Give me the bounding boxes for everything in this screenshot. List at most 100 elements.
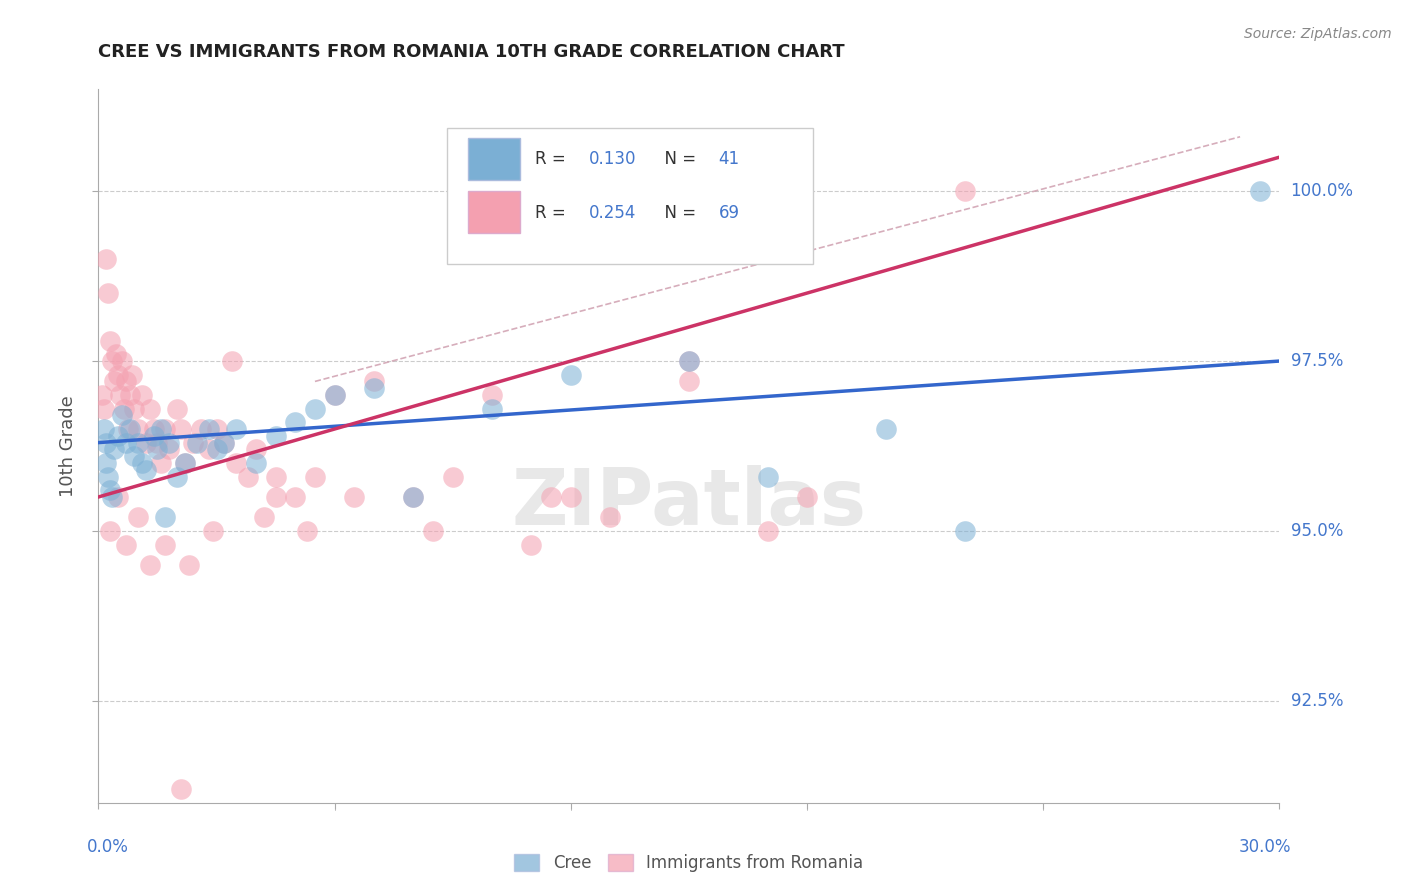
Point — [170, 782, 193, 797]
Point — [96, 456, 118, 470]
Text: N =: N = — [654, 203, 700, 221]
Point — [155, 510, 177, 524]
Point — [875, 422, 897, 436]
Point — [295, 524, 318, 538]
Point — [363, 381, 385, 395]
Text: N =: N = — [654, 150, 700, 168]
Point — [205, 442, 228, 457]
Point — [304, 401, 326, 416]
Point — [170, 422, 193, 436]
Point — [363, 375, 385, 389]
Point — [225, 456, 247, 470]
Point — [343, 490, 366, 504]
Point — [94, 435, 117, 450]
Point — [118, 422, 141, 436]
Point — [98, 483, 121, 498]
Point — [796, 490, 818, 504]
Point — [304, 469, 326, 483]
Point — [402, 490, 425, 504]
Point — [520, 537, 543, 551]
Point — [127, 422, 149, 436]
Point — [953, 524, 976, 538]
Point — [599, 510, 621, 524]
Point — [284, 490, 307, 504]
Text: 95.0%: 95.0% — [1291, 522, 1343, 540]
Point — [115, 537, 138, 551]
Text: R =: R = — [536, 203, 571, 221]
Point — [135, 463, 157, 477]
Point — [166, 401, 188, 416]
Point — [177, 558, 200, 572]
Point — [560, 368, 582, 382]
Point — [115, 375, 138, 389]
Point — [481, 388, 503, 402]
Text: 0.0%: 0.0% — [87, 838, 128, 856]
Point — [157, 442, 180, 457]
Point — [138, 558, 160, 572]
Point — [107, 429, 129, 443]
Point — [127, 435, 149, 450]
Point — [264, 429, 287, 443]
Text: R =: R = — [536, 150, 571, 168]
FancyBboxPatch shape — [468, 137, 520, 180]
Legend: Cree, Immigrants from Romania: Cree, Immigrants from Romania — [506, 846, 872, 880]
Point — [146, 435, 169, 450]
Point — [678, 375, 700, 389]
Point — [174, 456, 197, 470]
Text: 92.5%: 92.5% — [1291, 692, 1343, 710]
Point — [118, 388, 141, 402]
Point — [142, 429, 165, 443]
Point — [205, 422, 228, 436]
Point — [98, 334, 121, 348]
Text: 41: 41 — [718, 150, 740, 168]
Point — [253, 510, 276, 524]
Point — [678, 354, 700, 368]
Point — [284, 415, 307, 429]
Text: CREE VS IMMIGRANTS FROM ROMANIA 10TH GRADE CORRELATION CHART: CREE VS IMMIGRANTS FROM ROMANIA 10TH GRA… — [98, 43, 845, 61]
Point — [146, 442, 169, 457]
Point — [190, 422, 212, 436]
Point — [540, 490, 562, 504]
Point — [756, 469, 779, 483]
Point — [122, 401, 145, 416]
Point — [93, 422, 115, 436]
Point — [155, 422, 177, 436]
Point — [323, 388, 346, 402]
Point — [236, 469, 259, 483]
Point — [214, 435, 236, 450]
Point — [953, 184, 976, 198]
Point — [150, 456, 173, 470]
Point — [97, 286, 120, 301]
Point — [127, 510, 149, 524]
Point — [117, 422, 139, 436]
Point — [264, 490, 287, 504]
Point — [214, 435, 236, 450]
Point — [197, 422, 219, 436]
FancyBboxPatch shape — [447, 128, 813, 264]
Point — [166, 469, 188, 483]
Point — [101, 490, 124, 504]
Point — [103, 442, 125, 457]
Text: 0.130: 0.130 — [589, 150, 636, 168]
Text: Source: ZipAtlas.com: Source: ZipAtlas.com — [1244, 27, 1392, 41]
Point — [101, 354, 124, 368]
Point — [150, 422, 173, 436]
Point — [142, 422, 165, 436]
Point — [174, 456, 197, 470]
Point — [131, 388, 153, 402]
Point — [560, 490, 582, 504]
Point — [135, 435, 157, 450]
Point — [111, 354, 134, 368]
Text: 0.254: 0.254 — [589, 203, 636, 221]
Point — [122, 449, 145, 463]
Point — [264, 469, 287, 483]
Point — [245, 442, 267, 457]
Text: 30.0%: 30.0% — [1239, 838, 1291, 856]
Point — [98, 524, 121, 538]
Point — [155, 537, 177, 551]
Point — [103, 375, 125, 389]
FancyBboxPatch shape — [468, 191, 520, 234]
Point — [225, 422, 247, 436]
Point — [107, 490, 129, 504]
Point — [422, 524, 444, 538]
